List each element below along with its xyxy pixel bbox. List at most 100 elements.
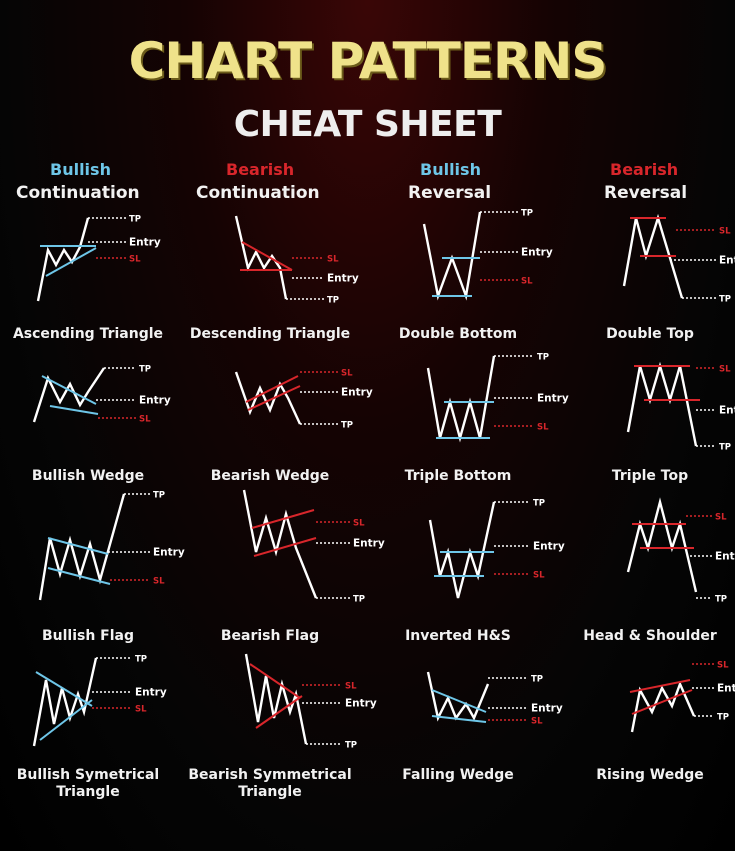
price-line xyxy=(244,653,308,745)
lower-wedge-line xyxy=(247,385,301,411)
column-header-bearish-continuation: Bearish Continuation xyxy=(196,160,320,206)
entry-level-label: Entry xyxy=(717,683,735,695)
price-line xyxy=(426,671,490,722)
pattern-label: Head & Shoulder xyxy=(583,628,717,644)
pattern-label: Bullish Symetrical Triangle xyxy=(16,767,160,800)
lower-wedge-line xyxy=(631,689,693,715)
column-type-label: Bullish xyxy=(50,160,111,179)
pattern-label: Falling Wedge xyxy=(402,767,514,783)
entry-level-label: Entry xyxy=(521,247,553,259)
tp-level-label: TP xyxy=(135,655,147,665)
lower-wedge-line xyxy=(431,715,487,723)
tp-level-label: TP xyxy=(129,215,141,225)
pattern-label: Double Bottom xyxy=(398,326,518,342)
entry-level-label: Entry xyxy=(341,387,373,399)
tp-level-label: TP xyxy=(717,713,729,723)
upper-triangle-line xyxy=(35,671,93,707)
column-kind-label: Continuation xyxy=(196,183,320,203)
page-subtitle: CHEAT SHEET xyxy=(233,104,502,145)
entry-level-label: Entry xyxy=(719,405,735,417)
pattern-label: Bearish Wedge xyxy=(210,468,330,484)
entry-level-label: Entry xyxy=(531,703,563,715)
price-line xyxy=(630,680,696,733)
tp-level-label: TP xyxy=(139,365,151,375)
price-line xyxy=(426,355,496,443)
column-header-bearish-reversal: Bearish Reversal xyxy=(604,160,687,206)
price-line xyxy=(242,489,318,599)
tp-level-label: TP xyxy=(341,421,353,431)
price-line xyxy=(32,657,98,747)
lower-flag-line xyxy=(253,537,317,557)
upper-wedge-line xyxy=(245,375,299,403)
price-line xyxy=(428,501,496,599)
entry-level-label: Entry xyxy=(327,273,359,285)
entry-level-label: Entry xyxy=(345,698,377,710)
column-type-label: Bullish xyxy=(420,160,481,179)
column-kind-label: Continuation xyxy=(16,183,140,203)
sl-level-label: SL xyxy=(345,682,357,692)
column-header-bullish-reversal: Bullish Reversal xyxy=(408,160,491,206)
entry-level-label: Entry xyxy=(533,541,565,553)
tp-level-label: TP xyxy=(345,741,357,751)
tp-level-label: TP xyxy=(531,675,543,685)
sl-level-label: SL xyxy=(521,277,533,287)
upper-wedge-line xyxy=(431,689,487,713)
upper-flag-line xyxy=(47,537,109,555)
price-line xyxy=(626,361,698,447)
sl-level-label: SL xyxy=(153,577,165,587)
entry-level-label: Entry xyxy=(719,255,735,267)
lower-triangle-line xyxy=(39,699,93,741)
tp-level-label: TP xyxy=(327,296,339,306)
pattern-label: Bullish Flag xyxy=(41,628,135,644)
entry-level-label: Entry xyxy=(139,395,171,407)
entry-level-label: Entry xyxy=(153,547,185,559)
upper-flag-line xyxy=(251,509,315,529)
tp-level-label: TP xyxy=(715,595,727,605)
price-line xyxy=(422,211,482,301)
entry-level-label: Entry xyxy=(353,538,385,550)
entry-level-label: Entry xyxy=(715,551,735,563)
entry-level-label: Entry xyxy=(135,687,167,699)
tp-level-label: TP xyxy=(719,295,731,305)
price-line xyxy=(38,493,126,601)
sl-level-label: SL xyxy=(537,423,549,433)
price-line xyxy=(36,217,90,302)
tp-level-label: TP xyxy=(719,443,731,453)
sl-level-label: SL xyxy=(719,227,731,237)
pattern-label: Double Top xyxy=(606,326,694,342)
sl-level-label: SL xyxy=(717,661,729,671)
sl-level-label: SL xyxy=(139,415,151,425)
sl-level-label: SL xyxy=(715,513,727,523)
pattern-label: Rising Wedge xyxy=(596,767,704,783)
tp-level-label: TP xyxy=(521,209,533,219)
column-header-bullish-continuation: Bullish Continuation xyxy=(16,160,140,206)
tp-level-label: TP xyxy=(533,499,545,509)
sl-level-label: SL xyxy=(135,705,147,715)
pattern-label: Bearish Symmetrical Triangle xyxy=(188,767,352,800)
support-line xyxy=(45,247,97,277)
lower-flag-line xyxy=(47,567,111,585)
entry-level-label: Entry xyxy=(537,393,569,405)
pattern-label: Triple Bottom xyxy=(404,468,512,484)
pattern-label: Ascending Triangle xyxy=(12,326,164,342)
sl-level-label: SL xyxy=(341,369,353,379)
sl-level-label: SL xyxy=(531,717,543,727)
pattern-label: Inverted H&S xyxy=(405,628,511,644)
lower-triangle-line xyxy=(255,695,303,729)
upper-wedge-line xyxy=(629,679,691,693)
sl-level-label: SL xyxy=(327,255,339,265)
pattern-label: Bullish Wedge xyxy=(31,468,145,484)
column-type-label: Bearish xyxy=(610,160,679,179)
resistance-line xyxy=(241,241,293,271)
sl-level-label: SL xyxy=(353,519,365,529)
column-kind-label: Reversal xyxy=(604,183,688,203)
column-type-label: Bearish xyxy=(226,160,295,179)
tp-level-label: TP xyxy=(153,491,165,501)
tp-level-label: TP xyxy=(537,353,549,363)
tp-level-label: TP xyxy=(353,595,365,605)
entry-level-label: Entry xyxy=(129,237,161,249)
lower-wedge-line xyxy=(49,405,99,415)
pattern-label: Bearish Flag xyxy=(220,628,320,644)
sl-level-label: SL xyxy=(719,365,731,375)
price-line xyxy=(622,213,684,299)
